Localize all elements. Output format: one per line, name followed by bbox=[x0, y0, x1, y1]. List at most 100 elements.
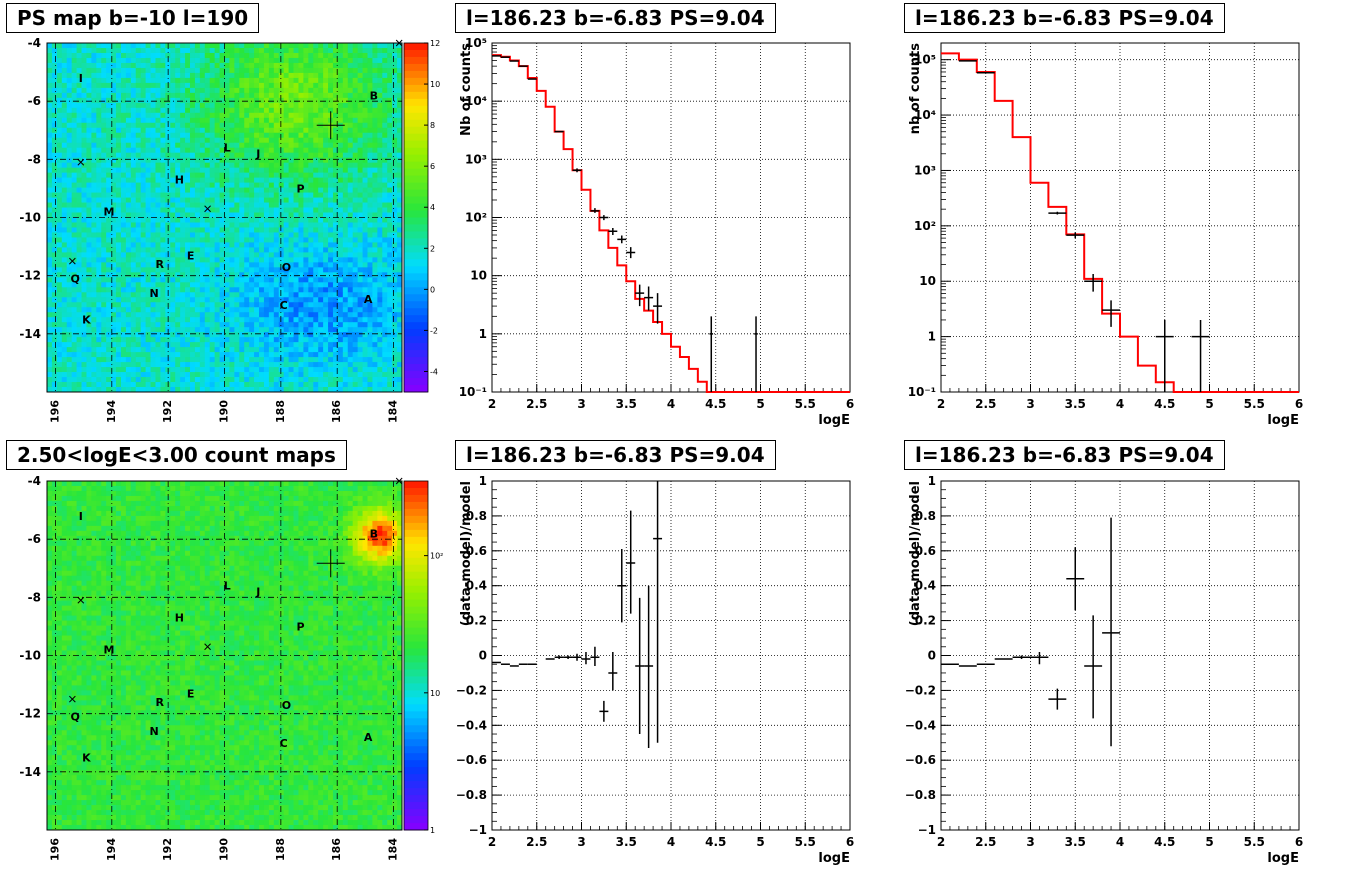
heat-cell bbox=[273, 92, 280, 99]
heat-cell bbox=[189, 202, 196, 208]
heat-cell bbox=[61, 272, 68, 278]
heat-cell bbox=[47, 212, 53, 218]
heat-cell bbox=[372, 187, 378, 193]
heat-cell bbox=[120, 57, 127, 64]
heat-cell bbox=[219, 127, 225, 134]
heat-cell bbox=[145, 312, 151, 318]
heat-cell bbox=[170, 167, 176, 174]
heat-cell bbox=[106, 332, 112, 338]
heat-cell bbox=[318, 217, 324, 223]
heat-cell bbox=[91, 282, 97, 288]
heat-cell bbox=[298, 62, 304, 69]
heat-cell bbox=[140, 297, 147, 303]
heat-cell bbox=[352, 92, 359, 99]
heat-cell bbox=[263, 302, 270, 308]
heat-cell bbox=[263, 252, 270, 258]
heat-cell bbox=[71, 52, 77, 59]
heat-cell bbox=[328, 57, 334, 64]
heat-cell bbox=[150, 43, 156, 49]
heat-cell bbox=[308, 327, 314, 333]
heat-cell bbox=[367, 162, 373, 169]
heat-cell bbox=[56, 262, 63, 268]
heat-cell bbox=[219, 43, 225, 49]
heat-cell bbox=[293, 332, 299, 338]
heat-cell bbox=[76, 232, 82, 238]
heat-cell bbox=[263, 77, 270, 84]
heat-cell bbox=[125, 167, 132, 174]
heat-cell bbox=[234, 172, 240, 179]
heat-cell bbox=[86, 107, 92, 114]
heat-cell bbox=[313, 237, 319, 243]
heat-cell bbox=[367, 177, 373, 183]
heat-cell bbox=[234, 307, 240, 313]
heat-cell bbox=[337, 242, 344, 248]
heat-cell bbox=[313, 197, 319, 203]
heat-cell bbox=[377, 342, 383, 348]
heat-cell bbox=[150, 132, 156, 139]
heat-cell bbox=[61, 147, 68, 154]
heat-cell bbox=[101, 217, 107, 223]
heat-cell bbox=[347, 57, 354, 64]
heat-cell bbox=[125, 227, 132, 233]
heat-cell bbox=[249, 352, 255, 358]
heat-cell bbox=[125, 317, 132, 323]
heat-cell bbox=[328, 182, 334, 188]
heat-cell bbox=[244, 227, 250, 233]
heat-cell bbox=[367, 322, 373, 328]
heat-cell bbox=[150, 257, 156, 263]
heat-cell bbox=[234, 72, 240, 79]
heat-cell bbox=[116, 332, 122, 338]
heat-cell bbox=[81, 302, 87, 308]
heat-cell bbox=[111, 337, 117, 343]
heat-cell bbox=[194, 147, 201, 154]
heat-cell bbox=[76, 307, 82, 313]
heat-cell bbox=[244, 282, 250, 288]
heat-cell bbox=[51, 172, 58, 179]
heat-cell bbox=[239, 272, 245, 278]
heat-cell bbox=[150, 112, 156, 119]
heat-cell bbox=[185, 352, 191, 358]
heat-cell bbox=[194, 182, 201, 188]
heat-cell bbox=[298, 347, 304, 353]
heat-cell bbox=[204, 337, 211, 343]
heat-cell bbox=[101, 177, 107, 183]
heat-cell bbox=[51, 292, 58, 298]
heat-cell bbox=[283, 372, 289, 378]
heat-cell bbox=[47, 142, 53, 149]
heat-cell bbox=[209, 217, 216, 223]
heat-cell bbox=[51, 217, 58, 223]
heat-cell bbox=[377, 57, 383, 64]
heat-cell bbox=[278, 137, 285, 144]
heat-cell bbox=[283, 327, 289, 333]
heat-cell bbox=[209, 177, 216, 183]
heat-cell bbox=[140, 282, 147, 288]
heat-cell bbox=[51, 142, 58, 149]
heat-cell bbox=[313, 242, 319, 248]
heat-cell bbox=[318, 237, 324, 243]
heat-cell bbox=[337, 72, 344, 79]
heat-cell bbox=[135, 277, 142, 283]
heat-cell bbox=[244, 302, 250, 308]
heat-cell bbox=[244, 362, 250, 368]
heat-cell bbox=[71, 157, 77, 164]
heat-cell bbox=[91, 77, 97, 84]
heat-cell bbox=[362, 282, 368, 288]
heat-cell bbox=[347, 72, 354, 79]
heat-cell bbox=[372, 247, 378, 253]
heat-cell bbox=[130, 197, 137, 203]
heat-cell bbox=[219, 222, 225, 228]
heat-cell bbox=[194, 52, 201, 59]
heat-cell bbox=[283, 202, 289, 208]
heat-cell bbox=[155, 382, 161, 388]
heat-cell bbox=[372, 107, 378, 114]
heat-cell bbox=[106, 157, 112, 164]
heat-cell bbox=[303, 43, 309, 49]
heat-cell bbox=[239, 187, 245, 193]
heat-cell bbox=[259, 247, 265, 253]
heat-cell bbox=[170, 122, 176, 129]
heat-cell bbox=[249, 347, 255, 353]
heat-cell bbox=[278, 317, 285, 323]
heat-cell bbox=[219, 82, 225, 89]
heat-cell bbox=[224, 202, 230, 208]
heat-cell bbox=[71, 352, 77, 358]
